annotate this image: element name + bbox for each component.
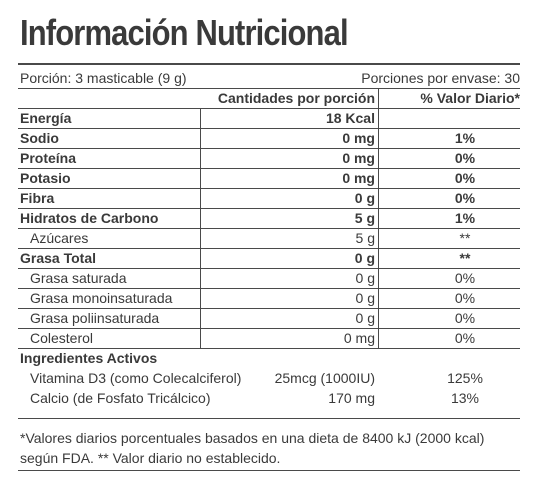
nutrient-daily-value: 0%: [454, 310, 476, 326]
nutrient-amount: 0 g: [354, 190, 375, 206]
nutrient-label: Proteína: [20, 150, 77, 166]
nutrient-label: Grasa monoinsaturada: [30, 290, 173, 306]
nutrient-label: Azúcares: [30, 230, 89, 246]
nutrient-label: Energía: [20, 110, 72, 126]
ingredient-daily-value: 13%: [450, 390, 480, 406]
footnote-line-2: según FDA. ** Valor diario no establecid…: [20, 450, 281, 466]
ingredient-amount: 170 mg: [328, 390, 375, 406]
active-ingredients-heading: Ingredientes Activos: [20, 350, 158, 366]
nutrient-daily-value: 0%: [454, 190, 476, 206]
row-divider: [18, 208, 520, 209]
servings-per-container: Porciones por envase: 30: [361, 70, 520, 86]
nutrient-label: Grasa poliinsaturada: [30, 310, 160, 326]
nutrient-amount: 18 Kcal: [325, 110, 375, 126]
nutrient-amount: 0 mg: [343, 330, 375, 346]
bottom-rule: [18, 470, 520, 471]
amount-column-header: Cantidades por porción: [217, 90, 375, 106]
footnote-rule: [18, 418, 520, 419]
row-divider: [18, 228, 520, 229]
nutrient-label: Hidratos de Carbono: [20, 210, 159, 226]
nutrient-amount: 0 mg: [342, 150, 375, 166]
nutrient-label: Colesterol: [30, 330, 94, 346]
nutrient-label: Fibra: [20, 190, 55, 206]
nutrient-label: Potasio: [20, 170, 71, 186]
footnote-line-1: *Valores diarios porcentuales basados en…: [20, 430, 485, 446]
nutrient-daily-value: **: [459, 250, 471, 266]
ingredient-label: Vitamina D3 (como Colecalciferol): [30, 370, 242, 386]
row-divider: [18, 308, 520, 309]
nutrient-daily-value: 0%: [454, 270, 476, 286]
column-divider-right: [378, 88, 379, 348]
nutrient-amount: 0 g: [355, 270, 375, 286]
row-divider: [18, 128, 520, 129]
ingredient-amount: 25mcg (1000IU): [274, 370, 375, 386]
nutrient-amount: 5 g: [354, 210, 375, 226]
row-divider: [18, 188, 520, 189]
nutrient-daily-value: 0%: [454, 290, 476, 306]
column-divider-left: [200, 108, 201, 348]
nutrient-amount: 0 mg: [342, 130, 375, 146]
nutrient-amount: 0 g: [355, 290, 375, 306]
nutrient-daily-value: 0%: [454, 330, 476, 346]
row-divider: [18, 168, 520, 169]
ingredients-rule: [18, 348, 520, 349]
daily-value-column-header: % Valor Diario*: [420, 90, 520, 106]
nutrient-daily-value: 0%: [454, 150, 476, 166]
nutrient-label: Grasa saturada: [30, 270, 127, 286]
row-divider: [18, 268, 520, 269]
nutrient-daily-value: **: [459, 230, 471, 246]
nutrient-amount: 0 g: [355, 310, 375, 326]
nutrient-label: Sodio: [20, 130, 59, 146]
page-title: Información Nutricional: [20, 12, 349, 53]
row-divider: [18, 148, 520, 149]
nutrient-label: Grasa Total: [20, 250, 96, 266]
nutrient-daily-value: 0%: [454, 170, 476, 186]
ingredient-label: Calcio (de Fosfato Tricálcico): [30, 390, 211, 406]
row-divider: [18, 328, 520, 329]
row-divider: [18, 288, 520, 289]
serving-rule: [18, 88, 520, 89]
nutrient-amount: 0 mg: [342, 170, 375, 186]
nutrient-amount: 0 g: [354, 250, 375, 266]
nutrient-daily-value: 1%: [454, 210, 476, 226]
nutrient-amount: 5 g: [355, 230, 375, 246]
serving-size: Porción: 3 masticable (9 g): [20, 70, 187, 86]
title-rule: [18, 63, 520, 65]
header-rule: [18, 108, 520, 109]
ingredient-daily-value: 125%: [447, 370, 483, 386]
nutrient-daily-value: 1%: [454, 130, 476, 146]
row-divider: [18, 248, 520, 249]
